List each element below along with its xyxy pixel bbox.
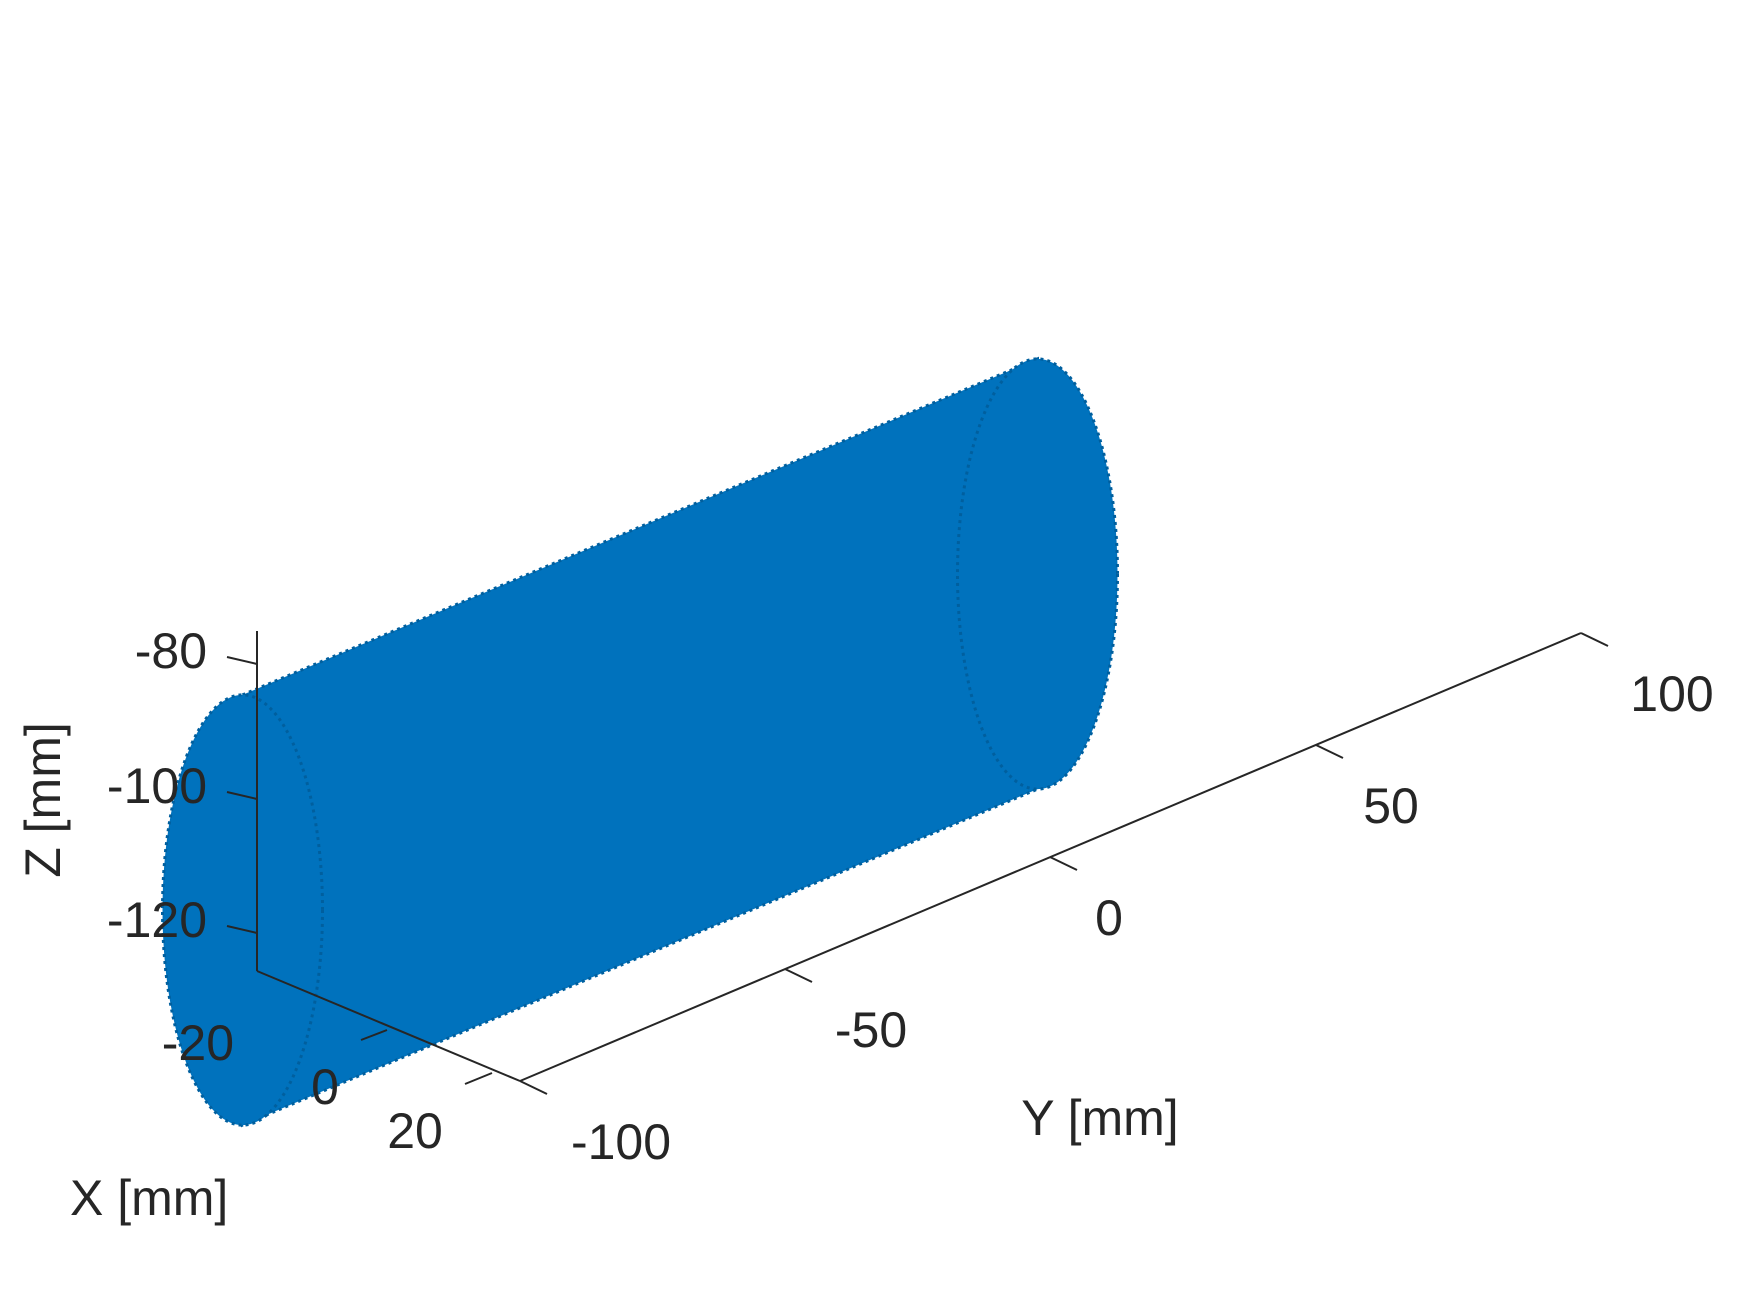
point-cloud-cylinder bbox=[161, 356, 1119, 1128]
x-axis-ticks: -20 0 20 bbox=[162, 1015, 493, 1159]
x-axis-line bbox=[256, 970, 521, 1082]
y-tick-mark bbox=[1315, 744, 1344, 759]
cylinder-front-cap bbox=[161, 693, 324, 1127]
z-axis-label: Z [mm] bbox=[15, 722, 71, 878]
z-axis-ticks: -80 -100 -120 bbox=[107, 623, 258, 948]
x-tick-mark bbox=[360, 1029, 388, 1041]
y-tick-mark bbox=[519, 1080, 548, 1095]
y-axis-ticks: -100 -50 0 50 100 bbox=[519, 632, 1714, 1170]
y-tick-mark bbox=[1049, 856, 1078, 871]
z-tick-mark bbox=[226, 656, 258, 665]
x-axis-label: X [mm] bbox=[70, 1170, 228, 1226]
x-tick-mark bbox=[464, 1072, 493, 1085]
y-tick-label: 50 bbox=[1363, 778, 1419, 834]
x-tick-label: 0 bbox=[311, 1059, 339, 1115]
y-tick-mark bbox=[1580, 632, 1609, 647]
z-tick-label: -120 bbox=[107, 892, 207, 948]
y-tick-label: 100 bbox=[1630, 666, 1713, 722]
z-tick-label: -80 bbox=[135, 623, 207, 679]
z-tick-mark bbox=[226, 791, 258, 800]
y-tick-label: -100 bbox=[571, 1114, 671, 1170]
x-tick-label: -20 bbox=[162, 1015, 234, 1071]
cylinder-body bbox=[241, 356, 1039, 1128]
y-tick-mark bbox=[784, 968, 813, 983]
x-tick-label: 20 bbox=[387, 1103, 443, 1159]
cylinder-back-cap bbox=[956, 357, 1119, 791]
y-axis-label: Y [mm] bbox=[1021, 1090, 1178, 1146]
z-tick-label: -100 bbox=[107, 758, 207, 814]
z-tick-mark bbox=[226, 925, 258, 934]
y-tick-label: 0 bbox=[1095, 890, 1123, 946]
y-tick-label: -50 bbox=[835, 1002, 907, 1058]
